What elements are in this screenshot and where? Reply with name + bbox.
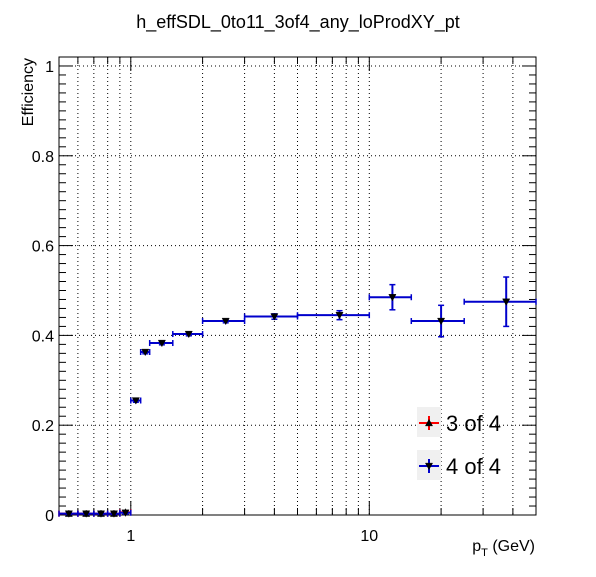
data-marker	[109, 510, 118, 518]
data-marker	[96, 510, 106, 518]
legend-label: 3 of 4	[446, 411, 501, 436]
data-point	[58, 510, 79, 518]
x-axis-label-unit: (GeV)	[488, 538, 535, 555]
data-marker	[141, 348, 150, 357]
data-marker	[157, 339, 166, 348]
legend-entry: 3 of 4	[417, 407, 501, 437]
legend-marker	[424, 462, 434, 471]
data-point	[243, 313, 299, 321]
data-point	[93, 510, 109, 518]
y-tick-label: 0.8	[32, 149, 54, 166]
legend-entry: 4 of 4	[417, 450, 501, 480]
data-point	[172, 330, 204, 339]
data-points	[58, 276, 537, 518]
y-tick-label: 0.4	[32, 328, 54, 345]
legend-marker	[424, 418, 434, 427]
legend-label: 4 of 4	[446, 454, 501, 479]
data-marker	[131, 397, 140, 405]
data-marker	[335, 312, 344, 320]
data-marker	[64, 510, 73, 518]
data-marker	[270, 313, 279, 321]
y-tick-label: 0.2	[32, 418, 54, 435]
y-tick-label: 0	[45, 508, 54, 525]
x-axis-label-subscript: T	[481, 547, 488, 559]
data-point	[410, 304, 465, 338]
data-marker	[184, 330, 193, 339]
x-axis-label: pT (GeV)	[472, 538, 535, 559]
data-point	[77, 510, 95, 518]
data-point	[106, 510, 121, 518]
chart-title: h_effSDL_0to11_3of4_any_loProdXY_pt	[136, 12, 460, 33]
data-point	[139, 348, 151, 357]
data-marker	[82, 510, 91, 518]
data-point	[201, 317, 246, 326]
y-tick-label: 0.6	[32, 239, 54, 256]
data-marker	[221, 317, 230, 326]
grid-lines	[59, 57, 536, 515]
data-marker	[388, 294, 397, 302]
x-tick-label: 1	[126, 528, 135, 545]
data-point	[368, 283, 413, 311]
data-point	[119, 509, 132, 517]
data-marker	[437, 317, 446, 326]
x-tick-label: 10	[360, 528, 378, 545]
data-point	[463, 276, 537, 328]
x-axis-label-main: p	[472, 538, 481, 555]
y-tick-label: 1	[45, 59, 54, 76]
data-point	[130, 397, 142, 405]
legend: 3 of 4 4 of 4	[417, 407, 501, 480]
data-marker	[121, 509, 130, 517]
y-axis-label: Efficiency	[20, 58, 37, 126]
data-point	[148, 339, 174, 348]
series-2	[58, 276, 537, 518]
data-marker	[502, 298, 511, 306]
data-point	[296, 309, 371, 321]
